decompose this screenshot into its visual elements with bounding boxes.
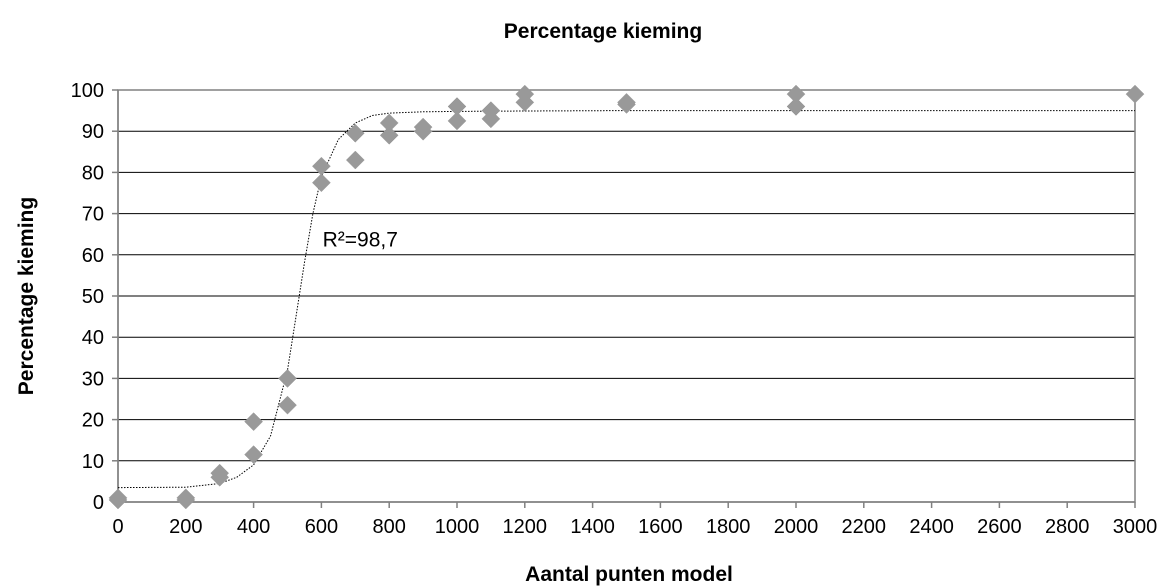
- y-axis-title: Percentage kieming: [15, 197, 38, 395]
- data-point: [617, 93, 636, 112]
- x-tick-label-200: 200: [169, 516, 202, 538]
- x-tick-label-1600: 1600: [638, 516, 683, 538]
- data-point: [379, 113, 399, 133]
- data-point: [345, 150, 365, 170]
- data-point: [312, 156, 331, 176]
- data-point: [786, 84, 806, 104]
- x-tick-label-2000: 2000: [774, 516, 819, 538]
- trendline: [117, 110, 1135, 489]
- x-tick-label-1800: 1800: [706, 516, 751, 538]
- x-tick-label-600: 600: [305, 516, 338, 538]
- data-point: [379, 125, 399, 145]
- y-tick-label-100: 100: [71, 80, 104, 102]
- data-point: [176, 488, 196, 508]
- y-tick-label-10: 10: [82, 451, 104, 473]
- data-point: [786, 97, 806, 116]
- data-point: [345, 123, 365, 143]
- x-tick-label-2400: 2400: [909, 516, 954, 538]
- data-point: [447, 111, 467, 131]
- data-point: [413, 117, 433, 137]
- x-tick-label-2800: 2800: [1045, 516, 1090, 538]
- x-tick-label-1200: 1200: [503, 516, 548, 538]
- y-tick-label-80: 80: [82, 162, 104, 184]
- data-point: [244, 412, 263, 432]
- y-tick-label-40: 40: [82, 327, 104, 349]
- x-tick-label-2200: 2200: [842, 516, 887, 538]
- y-tick-label-50: 50: [82, 286, 104, 308]
- data-point: [515, 84, 535, 104]
- data-point: [447, 97, 467, 116]
- y-tick-label-70: 70: [82, 204, 104, 226]
- r-squared-annotation: R²=98,7: [323, 229, 398, 252]
- x-axis-title: Aantal punten model: [525, 563, 733, 586]
- y-tick-label-30: 30: [82, 368, 104, 390]
- x-tick-label-800: 800: [373, 516, 406, 538]
- x-tick-label-0: 0: [112, 516, 123, 538]
- data-point: [244, 445, 263, 464]
- data-point: [278, 395, 297, 415]
- x-tick-label-1400: 1400: [570, 516, 615, 538]
- data-point: [278, 369, 297, 388]
- y-tick-label-90: 90: [82, 121, 104, 143]
- data-point: [312, 173, 331, 193]
- data-point: [108, 488, 128, 508]
- chart-title: Percentage kieming: [504, 20, 702, 43]
- y-tick-label-60: 60: [82, 245, 104, 267]
- x-tick-label-3000: 3000: [1113, 516, 1158, 538]
- x-tick-label-400: 400: [237, 516, 270, 538]
- y-tick-label-0: 0: [93, 492, 104, 514]
- data-point: [210, 463, 230, 483]
- data-point: [1125, 84, 1145, 104]
- x-tick-label-2600: 2600: [977, 516, 1022, 538]
- x-tick-label-1000: 1000: [435, 516, 480, 538]
- data-point: [481, 101, 501, 120]
- y-tick-label-20: 20: [82, 410, 104, 432]
